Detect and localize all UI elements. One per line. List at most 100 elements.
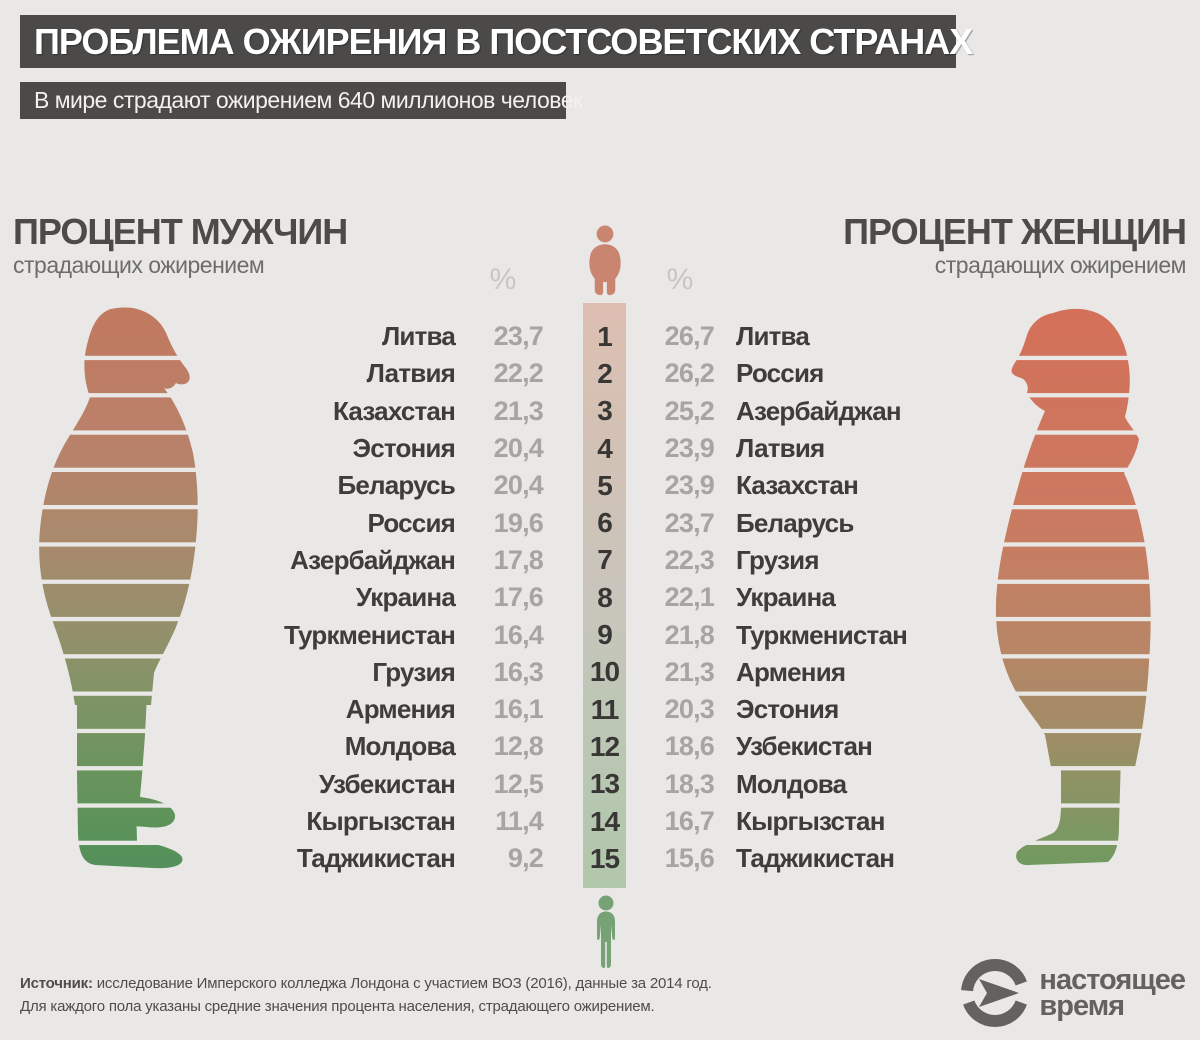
men-section-title: ПРОЦЕНТ МУЖЧИН (13, 211, 348, 252)
female-value: 18,6 (664, 731, 715, 762)
table-row: Узбекистан 12,5 13 18,3 Молдова (210, 766, 990, 803)
source-note: Источник: исследование Имперского коллед… (20, 972, 712, 1018)
women-section-title: ПРОЦЕНТ ЖЕНЩИН (843, 211, 1187, 252)
male-country: Казахстан (333, 395, 456, 426)
male-country: Литва (381, 321, 456, 352)
percent-header-men: % (489, 263, 517, 296)
rank-number: 5 (597, 469, 613, 501)
table-row: Беларусь 20,4 5 23,9 Казахстан (210, 467, 990, 504)
source-label: Источник: (20, 975, 93, 992)
male-value: 16,4 (493, 619, 544, 650)
logo-line1: настоящее (1039, 964, 1186, 996)
page-subtitle: В мире страдают ожирением 640 миллионов … (20, 82, 583, 119)
male-country: Россия (367, 507, 455, 538)
table-row: Азербайджан 17,8 7 22,3 Грузия (210, 542, 990, 579)
men-section-subtitle: страдающих ожирением (13, 252, 265, 278)
female-value: 26,2 (664, 358, 715, 389)
male-value: 22,2 (493, 358, 544, 389)
male-value: 17,8 (493, 544, 544, 575)
male-country: Латвия (366, 358, 456, 389)
rank-number: 13 (589, 768, 620, 800)
logo-line2: время (1039, 990, 1125, 1022)
table-row: Латвия 22,2 2 26,2 Россия (210, 355, 990, 392)
male-value: 17,6 (493, 582, 544, 613)
rank-number: 3 (597, 395, 613, 427)
female-country: Кыргызстан (736, 806, 885, 836)
table-row: Армения 16,1 11 20,3 Эстония (210, 691, 990, 728)
male-value: 19,6 (493, 507, 544, 538)
male-value: 9,2 (507, 843, 544, 874)
female-value: 21,3 (664, 656, 715, 687)
male-value: 12,8 (493, 731, 544, 762)
female-value: 16,7 (664, 806, 715, 836)
male-country: Украина (355, 582, 456, 613)
female-value: 22,1 (664, 582, 715, 613)
table-row: Россия 19,6 6 23,7 Беларусь (210, 504, 990, 541)
table-row: Таджикистан 9,2 15 15,6 Таджикистан (210, 840, 990, 877)
ranking-table: Литва 23,7 1 26,7 Литва Латвия 22,2 2 26… (210, 318, 990, 877)
source-text: исследование Имперского колледжа Лондона… (92, 975, 712, 992)
male-country: Кыргызстан (306, 806, 455, 836)
female-value: 22,3 (664, 544, 715, 575)
male-value: 11,4 (495, 806, 544, 836)
rank-strip (583, 303, 626, 888)
brand-logo: настоящее время (959, 957, 1186, 1029)
rank-number: 14 (589, 805, 620, 837)
male-country: Эстония (352, 433, 456, 464)
rank-number: 1 (597, 320, 613, 352)
table-row: Литва 23,7 1 26,7 Литва (210, 318, 990, 355)
female-value: 18,3 (664, 768, 715, 799)
male-value: 21,3 (493, 395, 544, 426)
table-row: Украина 17,6 8 22,1 Украина (210, 579, 990, 616)
female-country: Латвия (736, 433, 825, 464)
rank-number: 10 (589, 656, 620, 688)
female-country: Беларусь (736, 507, 854, 538)
male-country: Таджикистан (296, 843, 456, 874)
table-row: Эстония 20,4 4 23,9 Латвия (210, 430, 990, 467)
female-value: 23,9 (664, 470, 715, 501)
rank-number: 4 (597, 432, 613, 464)
female-country: Эстония (736, 694, 839, 725)
rank-number: 8 (597, 581, 613, 613)
male-silhouette (39, 307, 198, 869)
female-value: 20,3 (664, 694, 715, 725)
rank-number: 7 (597, 544, 613, 576)
thin-person-icon (597, 895, 615, 968)
female-country: Россия (736, 358, 824, 389)
female-country: Молдова (736, 768, 847, 799)
male-value: 23,7 (493, 321, 544, 352)
female-value: 23,9 (664, 433, 715, 464)
method-note: Для каждого пола указаны средние значени… (20, 998, 655, 1015)
female-country: Украина (736, 582, 836, 613)
female-value: 21,8 (664, 619, 715, 650)
male-value: 20,4 (493, 433, 544, 464)
female-country: Литва (736, 321, 810, 352)
table-row: Грузия 16,3 10 21,3 Армения (210, 654, 990, 691)
male-country: Узбекистан (318, 768, 456, 799)
male-value: 16,3 (493, 656, 544, 687)
rank-number: 12 (589, 730, 620, 762)
female-value: 25,2 (664, 395, 715, 426)
rank-number: 15 (589, 842, 620, 874)
logo-text: настоящее время (1039, 964, 1186, 1022)
women-section-subtitle: страдающих ожирением (934, 252, 1187, 278)
female-value: 23,7 (664, 507, 715, 538)
male-value: 20,4 (493, 470, 544, 501)
table-row: Казахстан 21,3 3 25,2 Азербайджан (210, 393, 990, 430)
male-country: Туркменистан (283, 619, 456, 650)
female-country: Узбекистан (736, 731, 873, 762)
female-country: Армения (736, 656, 846, 687)
male-country: Грузия (372, 656, 455, 687)
table-row: Туркменистан 16,4 9 21,8 Туркменистан (210, 616, 990, 653)
female-value: 26,7 (664, 321, 715, 352)
percent-header-women: % (666, 263, 694, 296)
female-silhouette (995, 308, 1151, 866)
female-country: Казахстан (736, 470, 859, 501)
male-value: 16,1 (493, 694, 544, 725)
male-country: Беларусь (337, 470, 455, 501)
rank-number: 11 (590, 693, 620, 725)
female-value: 15,6 (664, 843, 715, 874)
rank-number: 9 (597, 619, 613, 651)
male-value: 12,5 (493, 768, 544, 799)
